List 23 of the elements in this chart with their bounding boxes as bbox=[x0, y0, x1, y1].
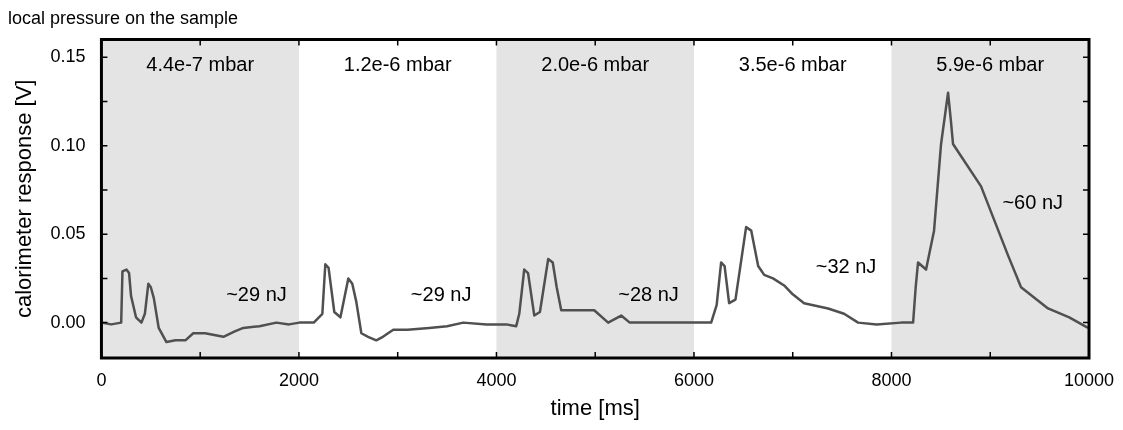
x-axis-title: time [ms] bbox=[550, 394, 640, 420]
annotation: 4.4e-7 mbar bbox=[146, 53, 255, 76]
y-tick-label: 0.00 bbox=[50, 311, 86, 332]
x-tick-label: 10000 bbox=[1063, 369, 1115, 390]
annotation: 5.9e-6 mbar bbox=[936, 53, 1045, 76]
annotation: ~29 nJ bbox=[226, 282, 287, 305]
y-tick-label: 0.15 bbox=[50, 46, 86, 67]
annotation: ~60 nJ bbox=[1002, 191, 1064, 214]
x-tick-label: 8000 bbox=[871, 369, 912, 390]
x-tick-label: 6000 bbox=[673, 369, 714, 390]
y-tick-label: 0.05 bbox=[50, 223, 86, 244]
y-tick-label: 0.10 bbox=[50, 134, 86, 155]
annotation: 1.2e-6 mbar bbox=[343, 53, 452, 76]
x-tick-label: 0 bbox=[96, 369, 107, 390]
y-axis-title: calorimeter response [V] bbox=[11, 79, 37, 319]
x-tick-label: 4000 bbox=[476, 369, 517, 390]
x-tick-label: 2000 bbox=[278, 369, 319, 390]
annotation: 2.0e-6 mbar bbox=[541, 53, 650, 76]
annotation: ~32 nJ bbox=[815, 254, 877, 277]
annotation: ~29 nJ bbox=[410, 282, 472, 305]
chart-title: local pressure on the sample bbox=[8, 7, 239, 28]
annotation: ~28 nJ bbox=[618, 282, 679, 305]
annotation: 3.5e-6 mbar bbox=[738, 53, 847, 76]
